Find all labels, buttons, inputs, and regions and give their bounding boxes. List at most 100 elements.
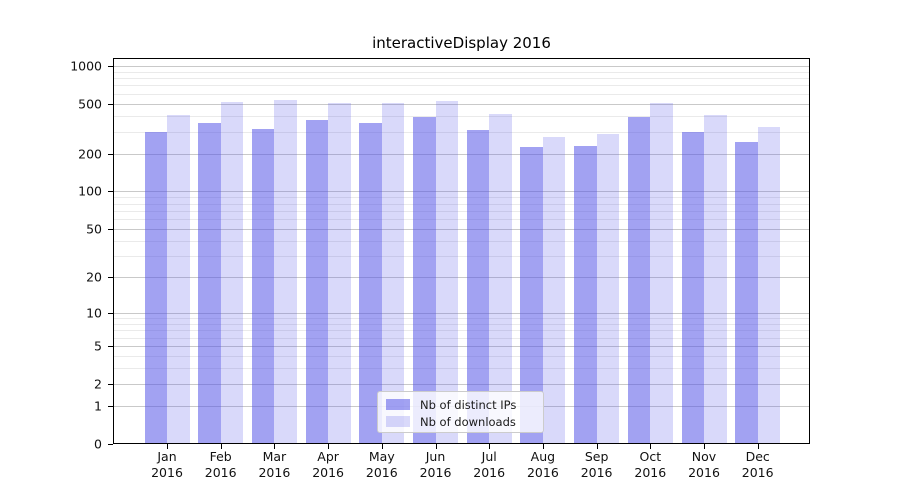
plot-right-spine [809, 58, 810, 444]
x-tick-mark-oct [650, 444, 652, 449]
y-tick-label-10: 10 [86, 305, 102, 321]
gridline-minor-700 [114, 85, 809, 87]
x-tick-year: 2016 [312, 464, 344, 480]
x-tick-year: 2016 [526, 464, 559, 480]
gridline-major-10 [114, 312, 809, 314]
x-tick-label-nov: Nov 2016 [677, 449, 731, 480]
y-tick-label-500: 500 [78, 96, 102, 112]
x-tick-mark-jun [435, 444, 437, 449]
bar-downloads-jan [167, 114, 190, 444]
x-tick-month: Apr [317, 449, 339, 464]
y-tick-label-1000: 1000 [70, 58, 102, 74]
legend: Nb of distinct IPs Nb of downloads [377, 391, 544, 433]
bar-distinct-ips-may [359, 122, 382, 444]
x-tick-mark-apr [328, 444, 330, 449]
y-tick-mark-200 [108, 153, 113, 155]
x-tick-label-jan: Jan 2016 [140, 449, 194, 480]
x-tick-mark-feb [220, 444, 222, 449]
bar-distinct-ips-dec [735, 141, 758, 444]
gridline-minor-30 [114, 256, 809, 258]
bar-downloads-aug [542, 137, 566, 444]
gridline-minor-80 [114, 203, 809, 205]
x-tick-year: 2016 [365, 464, 398, 480]
gridline-minor-7 [114, 330, 809, 332]
gridline-minor-3 [114, 368, 809, 370]
y-tick-mark-2 [108, 383, 113, 385]
legend-label-downloads: Nb of downloads [420, 414, 516, 429]
gridline-minor-300 [114, 131, 809, 133]
x-tick-label-apr: Apr 2016 [301, 449, 355, 480]
x-tick-year: 2016 [258, 464, 291, 480]
plot-top-spine [113, 58, 810, 59]
bar-distinct-ips-aug [520, 147, 543, 444]
gridline-minor-90 [114, 197, 809, 199]
x-tick-year: 2016 [151, 464, 183, 480]
x-tick-mark-aug [542, 444, 544, 449]
y-tick-label-20: 20 [86, 269, 102, 285]
x-tick-month: May [368, 449, 395, 464]
x-tick-month: Nov [691, 449, 717, 464]
bar-downloads-nov [704, 115, 727, 444]
bar-downloads-sep [596, 133, 620, 444]
x-tick-mark-nov [704, 444, 705, 449]
bar-distinct-ips-jan [144, 131, 167, 444]
x-tick-month: Mar [262, 449, 287, 464]
gridline-major-200 [114, 153, 809, 155]
y-tick-label-50: 50 [86, 221, 102, 237]
bar-downloads-jul [489, 113, 512, 444]
x-tick-label-aug: Aug 2016 [516, 449, 570, 480]
gridline-major-20 [114, 277, 809, 279]
bar-distinct-ips-mar [251, 129, 275, 444]
bar-downloads-dec [757, 127, 781, 444]
y-tick-mark-0 [108, 444, 113, 445]
bar-downloads-feb [220, 101, 244, 444]
bar-distinct-ips-jul [466, 129, 490, 444]
gridline-minor-800 [114, 78, 809, 80]
x-tick-month: Aug [530, 449, 556, 464]
legend-swatch-downloads [386, 416, 410, 427]
gridline-minor-4 [114, 355, 809, 357]
x-tick-label-feb: Feb 2016 [194, 449, 248, 480]
x-tick-label-jul: Jul 2016 [462, 449, 516, 480]
x-tick-year: 2016 [688, 464, 720, 480]
y-tick-mark-5 [108, 345, 113, 347]
y-tick-mark-1000 [108, 65, 113, 67]
bar-downloads-jun [435, 100, 458, 444]
bar-distinct-ips-nov [681, 131, 704, 444]
x-tick-year: 2016 [580, 464, 613, 480]
x-tick-label-jun: Jun 2016 [409, 449, 463, 480]
bar-downloads-apr [328, 102, 351, 444]
gridline-minor-9 [114, 318, 809, 319]
x-tick-year: 2016 [419, 464, 452, 480]
x-tick-mark-sep [596, 444, 598, 449]
x-tick-month: Dec [745, 449, 770, 464]
plot-area: Nb of distinct IPs Nb of downloads [113, 58, 810, 444]
x-tick-mark-jul [489, 444, 491, 449]
y-tick-mark-10 [108, 312, 113, 314]
y-tick-label-2: 2 [94, 376, 102, 392]
x-tick-year: 2016 [204, 464, 237, 480]
x-tick-label-may: May 2016 [355, 449, 409, 480]
bar-downloads-may [381, 103, 405, 444]
chart-title: interactiveDisplay 2016 [372, 34, 551, 52]
bar-distinct-ips-sep [574, 146, 597, 444]
gridline-major-500 [114, 103, 809, 105]
gridline-minor-600 [114, 93, 809, 95]
gridline-major-100 [114, 191, 809, 193]
x-tick-month: Feb [209, 449, 232, 464]
gridline-minor-60 [114, 219, 809, 220]
plot-left-spine [113, 58, 114, 444]
gridline-major-1000 [114, 65, 809, 67]
x-tick-mark-may [381, 444, 383, 449]
gridline-major-50 [114, 228, 809, 230]
x-tick-label-sep: Sep 2016 [570, 449, 624, 480]
y-tick-mark-1 [108, 406, 113, 408]
y-tick-mark-20 [108, 277, 113, 279]
gridline-minor-6 [114, 337, 809, 339]
x-tick-label-mar: Mar 2016 [247, 449, 301, 480]
gridline-minor-400 [114, 115, 809, 117]
x-tick-month: Jul [481, 449, 497, 464]
x-tick-label-oct: Oct 2016 [623, 449, 677, 480]
gridline-minor-40 [114, 240, 809, 242]
